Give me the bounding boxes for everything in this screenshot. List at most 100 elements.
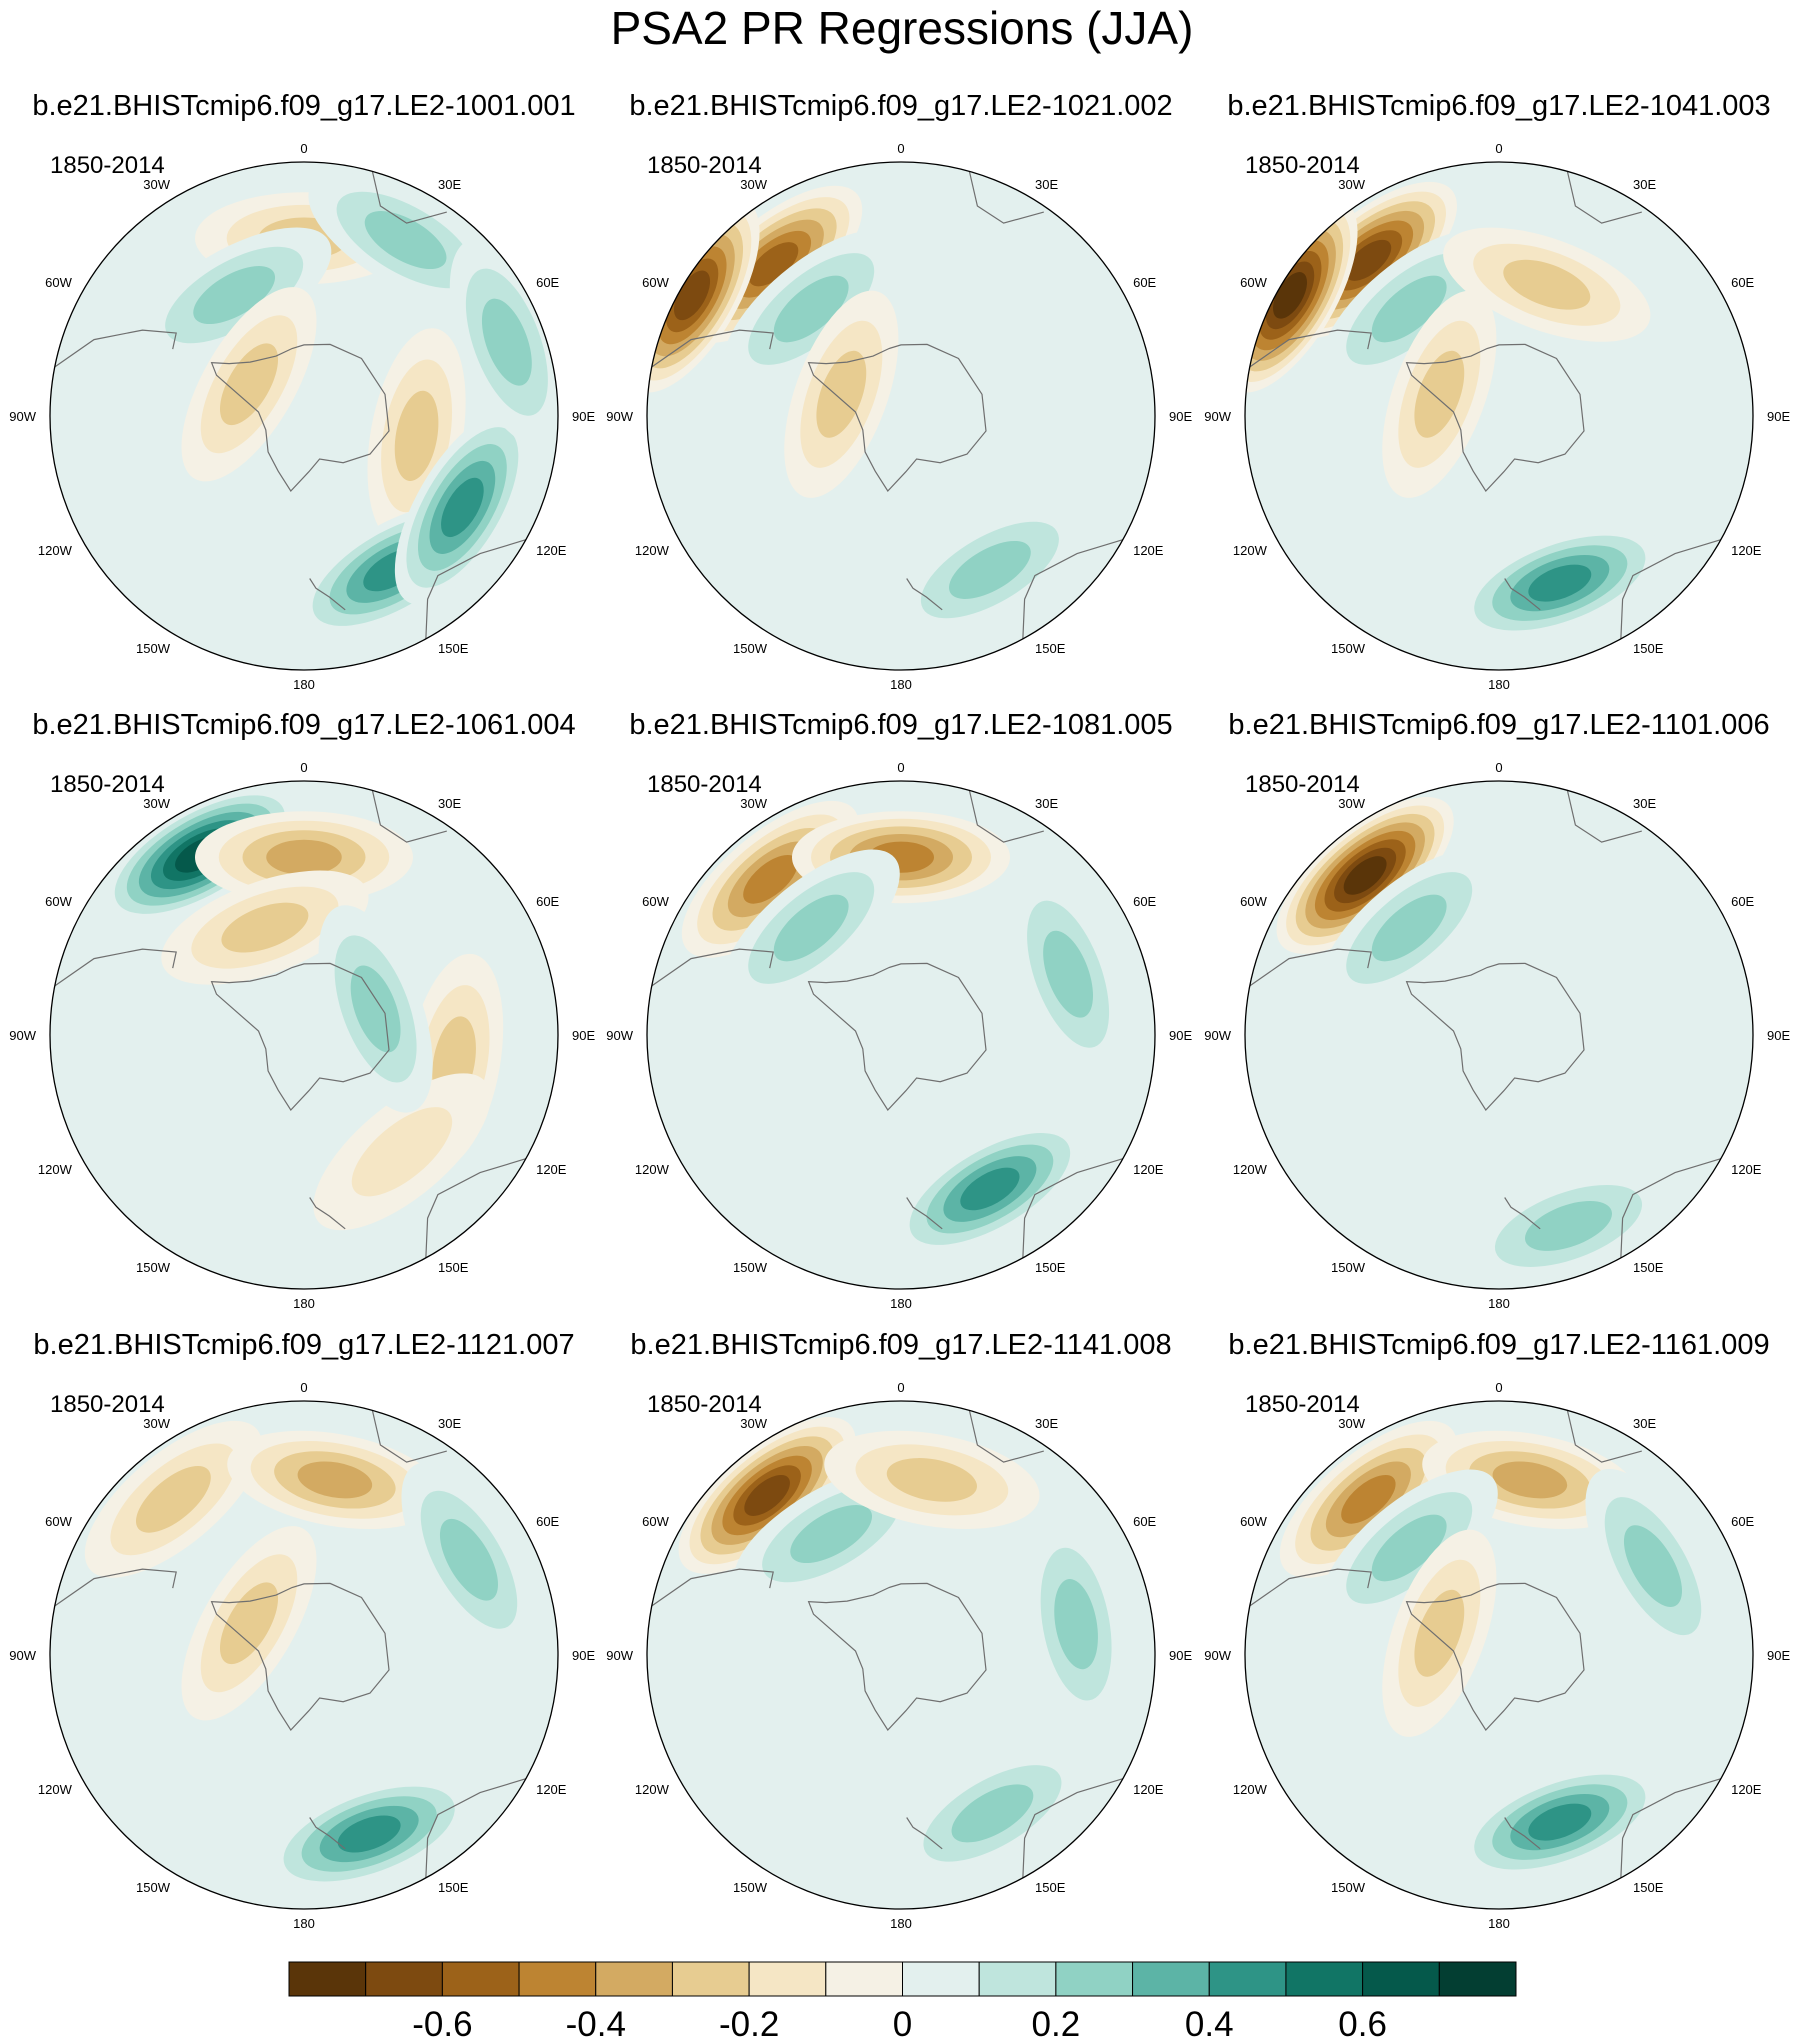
contour-level [749, 242, 799, 287]
longitude-label: 60E [536, 1514, 559, 1529]
longitude-label: 60E [1133, 275, 1156, 290]
australia-coastline [1022, 1156, 1130, 1264]
colorbar-tick-label: 0 [893, 2005, 912, 2042]
africa-coastline [967, 1404, 1044, 1463]
contour-level [1273, 272, 1308, 319]
precip-field [50, 1401, 558, 1909]
longitude-label: 60E [1731, 275, 1754, 290]
contour-level [135, 1465, 211, 1533]
map-panel: b.e21.BHISTcmip6.f09_g17.LE2-1161.009 185… [1204, 1329, 1790, 1931]
contour-level [297, 1461, 373, 1499]
colorbar-tick-label: -0.2 [719, 2005, 779, 2042]
colorbar-swatch [748, 1961, 827, 1997]
contour-level [954, 248, 1090, 444]
contour-level [481, 298, 532, 386]
contour-level [1371, 1514, 1447, 1582]
longitude-label: 60W [642, 1514, 669, 1529]
map-panel: b.e21.BHISTcmip6.f09_g17.LE2-1021.002 185… [606, 90, 1192, 692]
longitude-label: 30W [143, 796, 170, 811]
contour-level [773, 275, 849, 343]
longitude-label: 150W [1331, 1880, 1366, 1895]
africa-coastline [1565, 1404, 1642, 1463]
contour-level [219, 1582, 279, 1665]
longitude-label: 30E [438, 1416, 461, 1431]
longitude-label: 30E [438, 796, 461, 811]
longitude-label: 60W [45, 894, 72, 909]
longitude-label: 120W [1233, 1782, 1268, 1797]
longitude-label: 60W [642, 894, 669, 909]
longitude-label: 0 [1495, 1380, 1502, 1395]
longitude-label: 150E [1035, 641, 1066, 656]
panel-period: 1850-2014 [1245, 771, 1360, 798]
panel-period: 1850-2014 [647, 152, 762, 179]
contour-level [960, 1167, 1020, 1211]
panel-period: 1850-2014 [1245, 152, 1360, 179]
colorbar-swatch [978, 1961, 1057, 1997]
contour-level [673, 270, 711, 321]
map-boundary [646, 1400, 1156, 1910]
panel-period: 1850-2014 [647, 1391, 762, 1418]
australia-coastline [1022, 1776, 1130, 1884]
longitude-label: 30E [1035, 177, 1058, 192]
africa-coastline [370, 1404, 447, 1463]
contour-level [1528, 564, 1592, 602]
africa-coastline [967, 165, 1044, 224]
longitude-label: 120W [635, 1162, 670, 1177]
longitude-label: 90E [572, 1648, 595, 1663]
contour-level [743, 854, 798, 904]
antarctica-coastline [210, 1582, 390, 1731]
map-boundary [1244, 161, 1754, 671]
map-panel: b.e21.BHISTcmip6.f09_g17.LE2-1141.008 185… [606, 1329, 1192, 1931]
south-america-coastline [647, 329, 774, 372]
new-zealand-coastline [1504, 578, 1541, 611]
longitude-label: 60E [1731, 894, 1754, 909]
longitude-label: 90E [1767, 409, 1790, 424]
longitude-label: 90W [1204, 1648, 1231, 1663]
colorbar-tick-label: 0.4 [1185, 2005, 1234, 2042]
panel-period: 1850-2014 [50, 152, 165, 179]
longitude-label: 30W [143, 1416, 170, 1431]
longitude-label: 120E [1133, 543, 1164, 558]
colorbar-swatch [1285, 1961, 1364, 1997]
south-america-coastline [50, 1568, 177, 1611]
contour-level [1552, 867, 1688, 1063]
longitude-label: 180 [890, 677, 912, 692]
colorbar-tick-label: -0.6 [412, 2005, 472, 2042]
contour-level [744, 1474, 790, 1516]
precip-field [1245, 781, 1753, 1289]
longitude-label: 180 [890, 1916, 912, 1931]
map-boundary [646, 780, 1156, 1290]
contour-level [350, 965, 401, 1053]
longitude-label: 90E [1767, 1028, 1790, 1043]
longitude-label: 60E [536, 275, 559, 290]
longitude-label: 90E [1767, 1648, 1790, 1663]
longitude-label: 180 [293, 677, 315, 692]
longitude-label: 120E [1133, 1782, 1164, 1797]
precip-field [647, 781, 1155, 1289]
panel-title: b.e21.BHISTcmip6.f09_g17.LE2-1001.001 [32, 90, 575, 122]
contour-level [951, 1784, 1034, 1843]
longitude-label: 120E [1133, 1162, 1164, 1177]
contour-level [193, 266, 276, 325]
panel-period: 1850-2014 [50, 771, 165, 798]
map-panel: b.e21.BHISTcmip6.f09_g17.LE2-1081.005 185… [606, 709, 1192, 1311]
new-zealand-coastline [1504, 1817, 1541, 1850]
longitude-label: 0 [897, 760, 904, 775]
longitude-label: 30W [740, 1416, 767, 1431]
longitude-label: 120W [1233, 543, 1268, 558]
south-america-coastline [647, 1568, 774, 1611]
longitude-label: 90W [1204, 1028, 1231, 1043]
longitude-label: 120E [536, 1162, 567, 1177]
africa-coastline [967, 784, 1044, 843]
longitude-label: 60E [1133, 1514, 1156, 1529]
south-america-coastline [1245, 948, 1372, 991]
contour-level [816, 350, 867, 438]
longitude-label: 90E [1169, 1648, 1192, 1663]
map-boundary [49, 1400, 559, 1910]
contour-level [1525, 1201, 1612, 1251]
longitude-label: 60W [1240, 894, 1267, 909]
longitude-label: 30E [1035, 796, 1058, 811]
longitude-label: 0 [300, 1380, 307, 1395]
longitude-label: 30W [143, 177, 170, 192]
south-america-coastline [1245, 329, 1372, 372]
